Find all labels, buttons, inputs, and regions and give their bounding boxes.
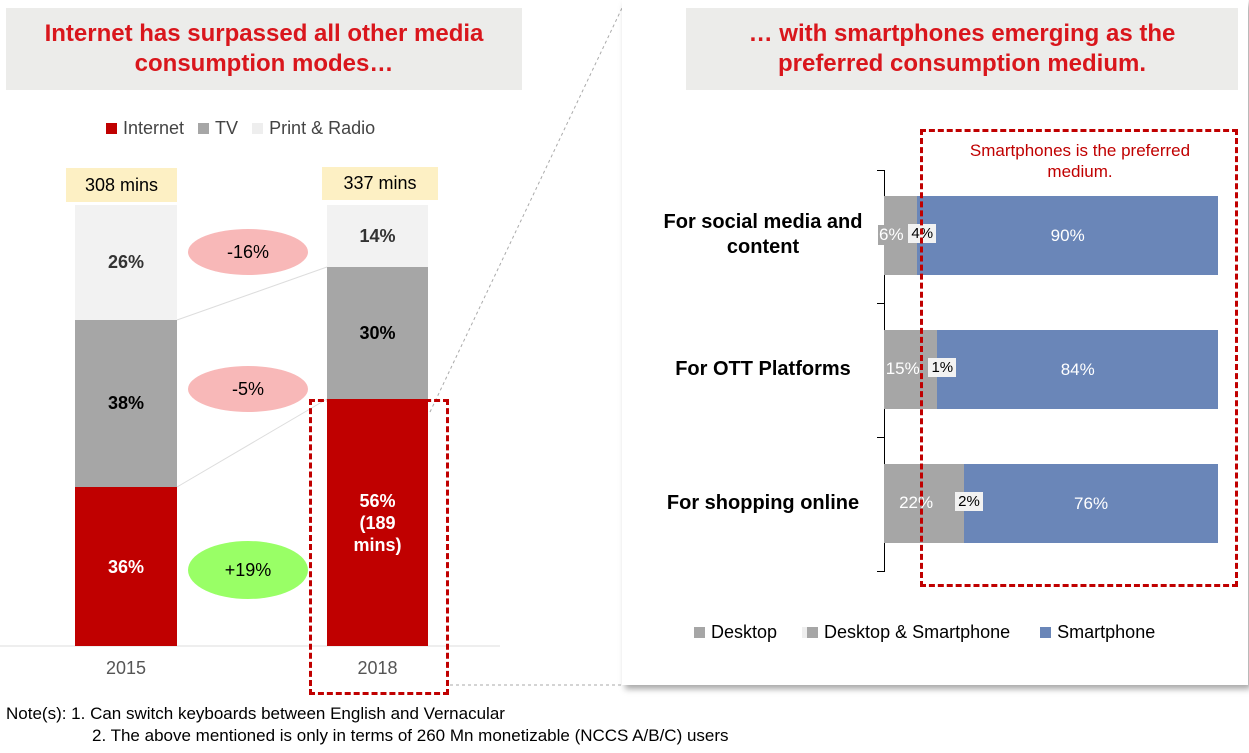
change-tv: -5% <box>188 366 308 412</box>
tick <box>877 170 884 171</box>
bar-label: 56% (189 mins) <box>353 490 402 555</box>
bar-2018-tv: 30% <box>327 266 428 400</box>
legend-swatch <box>252 123 264 134</box>
legend-label: Internet <box>123 118 185 138</box>
bar-label: 38% <box>107 393 145 414</box>
xlabel-2015: 2015 <box>105 658 147 678</box>
preferred-callout-box <box>920 129 1238 587</box>
bar-label: 90% <box>1050 225 1085 245</box>
preferred-callout-text: Smartphones is the preferred medium. <box>969 141 1191 181</box>
legend-label: TV <box>215 118 239 138</box>
legend-tv: TV <box>198 118 238 139</box>
change-print-radio: -16% <box>188 229 308 275</box>
bar-label: 15% <box>885 359 920 378</box>
bar-label: 14% <box>359 225 396 246</box>
bar-label: 76% <box>1074 493 1109 513</box>
category-label: For shopping online <box>666 492 860 514</box>
total-2015: 308 mins <box>66 168 177 202</box>
total-2018: 337 mins <box>322 167 438 200</box>
zoom-line <box>429 7 623 413</box>
bar-label: 6% <box>878 225 905 245</box>
hbar-row: 6% 90% 4% <box>878 196 1218 275</box>
legend-print-radio: Print & Radio <box>252 118 375 139</box>
bar-2015-print-radio: 26% <box>75 205 177 320</box>
note-2: 2. The above mentioned is only in terms … <box>92 726 729 745</box>
note-1: Note(s): 1. Can switch keyboards between… <box>6 704 505 723</box>
hbar-row: 15% 84% 1% <box>884 330 1218 409</box>
xlabel-2018: 2018 <box>357 658 398 678</box>
connector-line <box>176 398 328 488</box>
legend-desktop-smartphone: Desktop & Smartphone <box>807 622 1010 643</box>
bar-desktop: 15% <box>884 330 938 409</box>
tick <box>877 571 884 572</box>
bar-2018-internet: 56% (189 mins) <box>327 399 428 646</box>
bar-label-desktop-smartphone: 1% <box>928 358 957 377</box>
bar-label: 22% <box>899 493 934 512</box>
bar-smartphone: 84% <box>937 330 1218 409</box>
category-label: For OTT Platforms <box>675 358 851 380</box>
legend-smartphone: Smartphone <box>1040 622 1155 643</box>
legend-label: Print & Radio <box>269 118 376 138</box>
bar-label-desktop-smartphone: 2% <box>955 492 983 511</box>
connector-line <box>176 266 328 321</box>
legend-swatch <box>198 123 210 134</box>
right-legend: Desktop Desktop & Smartphone Smartphone <box>694 622 1155 643</box>
bar-desktop: 6% <box>878 196 918 275</box>
bar-2018-print-radio: 14% <box>327 205 428 267</box>
bar-smartphone: 90% <box>917 196 1218 275</box>
tick <box>877 437 884 438</box>
left-title: Internet has surpassed all other media c… <box>6 8 522 90</box>
right-title: … with smartphones emerging as the prefe… <box>686 8 1238 90</box>
legend-swatch <box>694 627 705 638</box>
bar-desktop: 22% <box>884 464 965 543</box>
bar-label: 36% <box>107 556 145 577</box>
change-internet: +19% <box>188 541 308 599</box>
legend-internet: Internet <box>106 118 184 139</box>
legend-swatch <box>1040 627 1052 638</box>
left-legend: Internet TV Print & Radio <box>106 118 375 139</box>
legend-label: Desktop <box>711 622 778 642</box>
legend-swatch <box>106 123 117 134</box>
hbar-row: 22% 76% 2% <box>884 464 1218 543</box>
bar-2015-tv: 38% <box>75 319 177 488</box>
bar-label: 30% <box>359 322 396 343</box>
legend-desktop: Desktop <box>694 622 777 643</box>
category-label: For social media and content <box>663 211 863 258</box>
bar-label: 84% <box>1060 359 1095 379</box>
highlight-box-2018 <box>309 399 449 695</box>
bar-2015-internet: 36% <box>75 487 177 646</box>
legend-label: Desktop & Smartphone <box>824 622 1011 642</box>
legend-swatch <box>807 627 819 638</box>
bar-smartphone: 76% <box>964 464 1218 543</box>
tick <box>877 303 884 304</box>
bar-label: 26% <box>107 252 145 273</box>
legend-label: Smartphone <box>1057 622 1156 642</box>
